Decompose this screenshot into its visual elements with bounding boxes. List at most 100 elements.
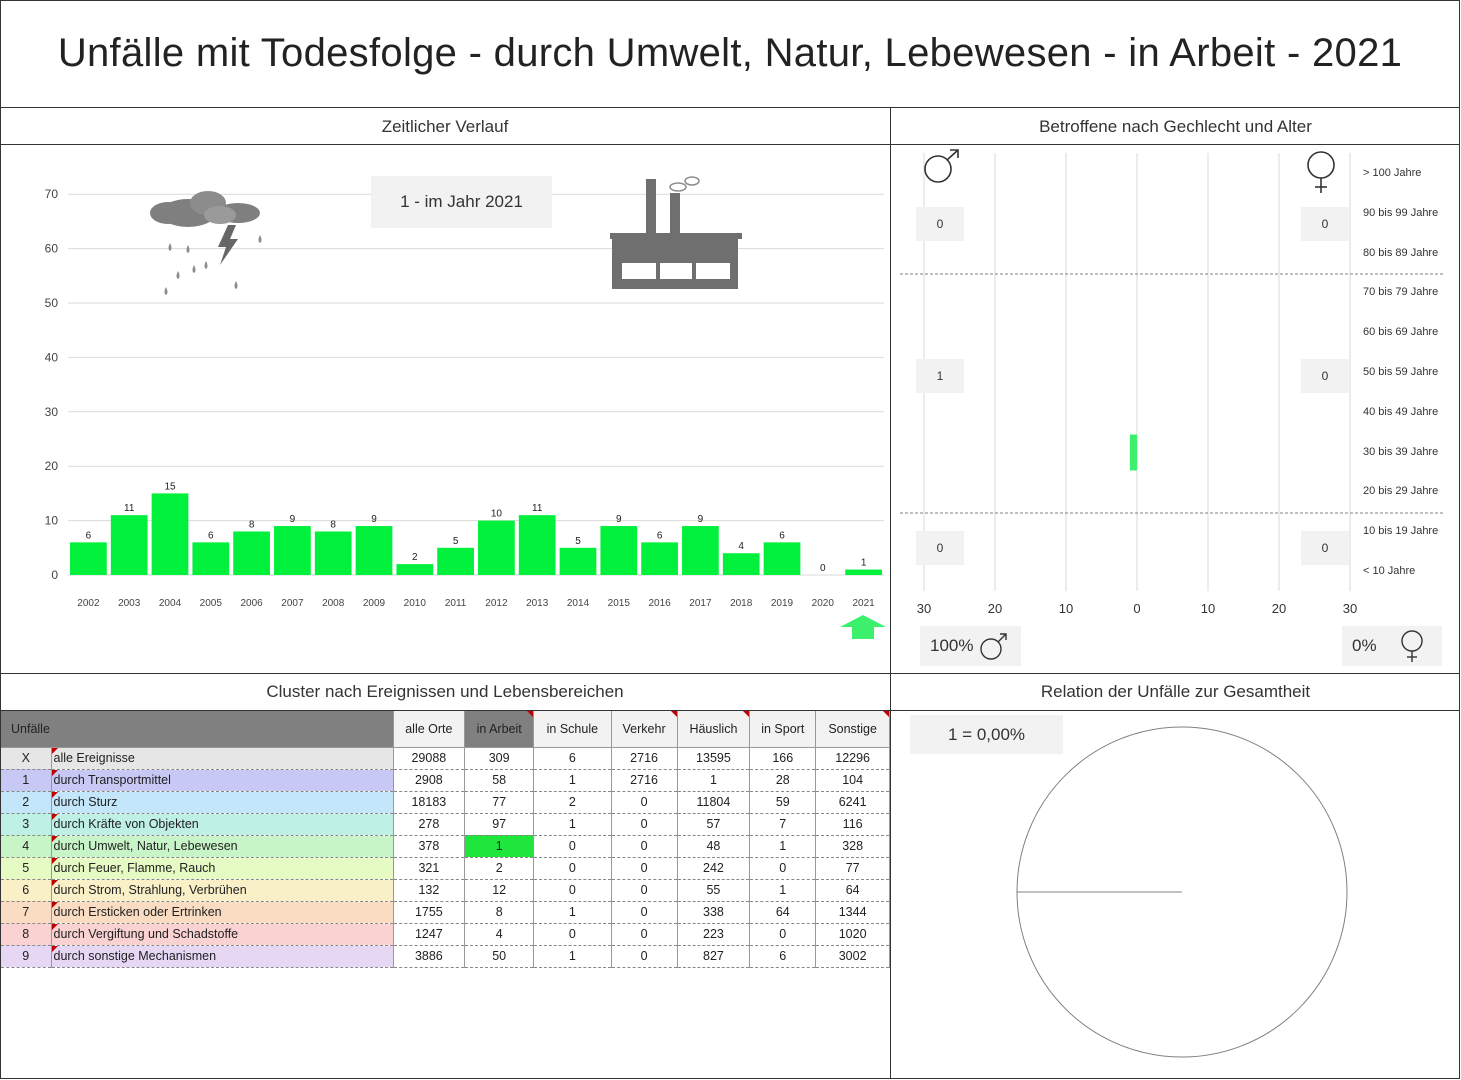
table-row[interactable]: 2 durch Sturz 18183 77 2 0 11804 59 6241 (1, 791, 890, 814)
column-header-in-arbeit[interactable]: in Arbeit (464, 711, 535, 748)
data-label-2015: 9 (616, 514, 622, 525)
x-tick-label: 10 (1200, 601, 1216, 616)
row-label[interactable]: durch Ersticken oder Ertrinken (51, 901, 394, 924)
bar-2019 (763, 542, 801, 575)
table-cell: 12 (464, 879, 535, 902)
table-cell: 1 (533, 813, 612, 836)
bar-2014 (559, 547, 597, 575)
age-label: 60 bis 69 Jahre (1363, 326, 1439, 339)
row-label[interactable]: durch Umwelt, Natur, Lebewesen (51, 835, 394, 858)
table-cell: 97 (464, 813, 535, 836)
row-label[interactable]: durch Strom, Strahlung, Verbrühen (51, 879, 394, 902)
x-tick-label: 30 (1342, 601, 1358, 616)
column-header-haeuslich[interactable]: Häuslich (677, 711, 751, 748)
female-share-box: 0% (1342, 626, 1442, 666)
row-index: 3 (1, 813, 52, 836)
table-row[interactable]: 4 durch Umwelt, Natur, Lebewesen 378 1 0 0 48 1… (1, 835, 890, 858)
table-row[interactable]: 9 durch sonstige Mechanismen 3886 50 1 0 827 6 3… (1, 945, 890, 968)
table-cell: 0 (611, 923, 678, 946)
table-cell: 827 (677, 945, 751, 968)
y-tick-label: 60 (45, 242, 59, 256)
data-label-2010: 2 (412, 552, 418, 563)
table-cell: 132 (393, 879, 466, 902)
table-row[interactable]: 5 durch Feuer, Flamme, Rauch 321 2 0 0 242 0 77 (1, 857, 890, 880)
table-row[interactable]: 1 durch Transportmittel 2908 58 1 2716 1 28 104 (1, 769, 890, 792)
table-cell: 58 (464, 769, 535, 792)
table-cell: 0 (611, 835, 678, 858)
table-cell: 321 (393, 857, 466, 880)
table-row[interactable]: 7 durch Ersticken oder Ertrinken 1755 8 1 0 33… (1, 901, 890, 924)
table-cell: 309 (464, 747, 535, 770)
row-label[interactable]: durch Feuer, Flamme, Rauch (51, 857, 394, 880)
row-label[interactable]: alle Ereignisse (51, 747, 394, 770)
y-tick-label: 40 (45, 350, 59, 364)
column-header-in-sport[interactable]: in Sport (749, 711, 817, 748)
table-row[interactable]: 6 durch Strom, Strahlung, Verbrühen 132 12 0… (1, 879, 890, 902)
data-label-2018: 4 (738, 541, 744, 552)
table-cell: 3886 (393, 945, 466, 968)
x-tick-label: 0 (1133, 601, 1141, 616)
y-tick-label: 50 (45, 296, 59, 310)
data-label-2020: 0 (820, 563, 826, 574)
table-cell: 0 (533, 835, 612, 858)
data-label-2007: 9 (290, 514, 296, 525)
table-cell: 8 (464, 901, 535, 924)
table-cell: 2908 (393, 769, 466, 792)
x-tick-label: 2020 (812, 598, 835, 609)
x-tick-label: 2010 (404, 598, 427, 609)
age-label: < 10 Jahre (1363, 564, 1416, 577)
age-label: 30 bis 39 Jahre (1363, 445, 1439, 458)
data-label-2019: 6 (779, 530, 785, 541)
x-tick-label: 2002 (77, 598, 100, 609)
table-cell: 166 (749, 747, 817, 770)
table-cell: 59 (749, 791, 817, 814)
age-label: 50 bis 59 Jahre (1363, 365, 1439, 378)
male-share-box: 100% (920, 626, 1021, 666)
age-label: > 100 Jahre (1363, 166, 1422, 179)
x-tick-label: 30 (916, 601, 932, 616)
table-cell: 378 (393, 835, 466, 858)
row-label[interactable]: durch sonstige Mechanismen (51, 945, 394, 968)
female-total-mid: 0 (1301, 359, 1349, 393)
row-index: 9 (1, 945, 52, 968)
divider-middle (0, 673, 1460, 674)
up-arrow-icon (840, 615, 886, 639)
x-tick-label: 2003 (118, 598, 141, 609)
column-header-alle-orte[interactable]: alle Orte (393, 711, 466, 748)
table-cell: 0 (533, 879, 612, 902)
row-label[interactable]: durch Sturz (51, 791, 394, 814)
cluster-table: Unfälle alle Orte in Arbeit in Schule Ve… (1, 711, 890, 968)
time-chart: 0 10 20 30 40 50 60 70 6 2002 11 2003 15 2004 6 2005 8 20… (0, 145, 890, 673)
y-tick-label: 20 (45, 459, 59, 473)
row-index: 2 (1, 791, 52, 814)
table-cell: 0 (611, 945, 678, 968)
data-label-2009: 9 (371, 514, 377, 525)
table-cell: 1 (533, 769, 612, 792)
bar-2018 (722, 553, 760, 575)
y-tick-label: 30 (45, 405, 59, 419)
table-row[interactable]: 8 durch Vergiftung und Schadstoffe 1247 4 0 0… (1, 923, 890, 946)
column-header-verkehr[interactable]: Verkehr (611, 711, 678, 748)
row-label[interactable]: durch Vergiftung und Schadstoffe (51, 923, 394, 946)
relation-info-box: 1 = 0,00% (910, 715, 1063, 754)
bar-2009 (355, 526, 393, 575)
row-label[interactable]: durch Transportmittel (51, 769, 394, 792)
female-total-young: 0 (1301, 531, 1349, 565)
column-header-sonstige[interactable]: Sonstige (815, 711, 890, 748)
table-cell: 2716 (611, 747, 678, 770)
row-label[interactable]: durch Kräfte von Objekten (51, 813, 394, 836)
bar-2012 (478, 520, 515, 575)
y-tick-label: 70 (45, 187, 59, 201)
age-label: 70 bis 79 Jahre (1363, 286, 1439, 299)
x-tick-label: 20 (987, 601, 1003, 616)
row-index: 5 (1, 857, 52, 880)
table-row[interactable]: 3 durch Kräfte von Objekten 278 97 1 0 57 7 116 (1, 813, 890, 836)
row-index: 6 (1, 879, 52, 902)
table-cell: 6241 (815, 791, 890, 814)
column-header-in-schule[interactable]: in Schule (533, 711, 612, 748)
bar-2005 (192, 542, 230, 575)
table-cell: 1344 (815, 901, 890, 924)
divider-bottom-sections (0, 710, 1460, 711)
